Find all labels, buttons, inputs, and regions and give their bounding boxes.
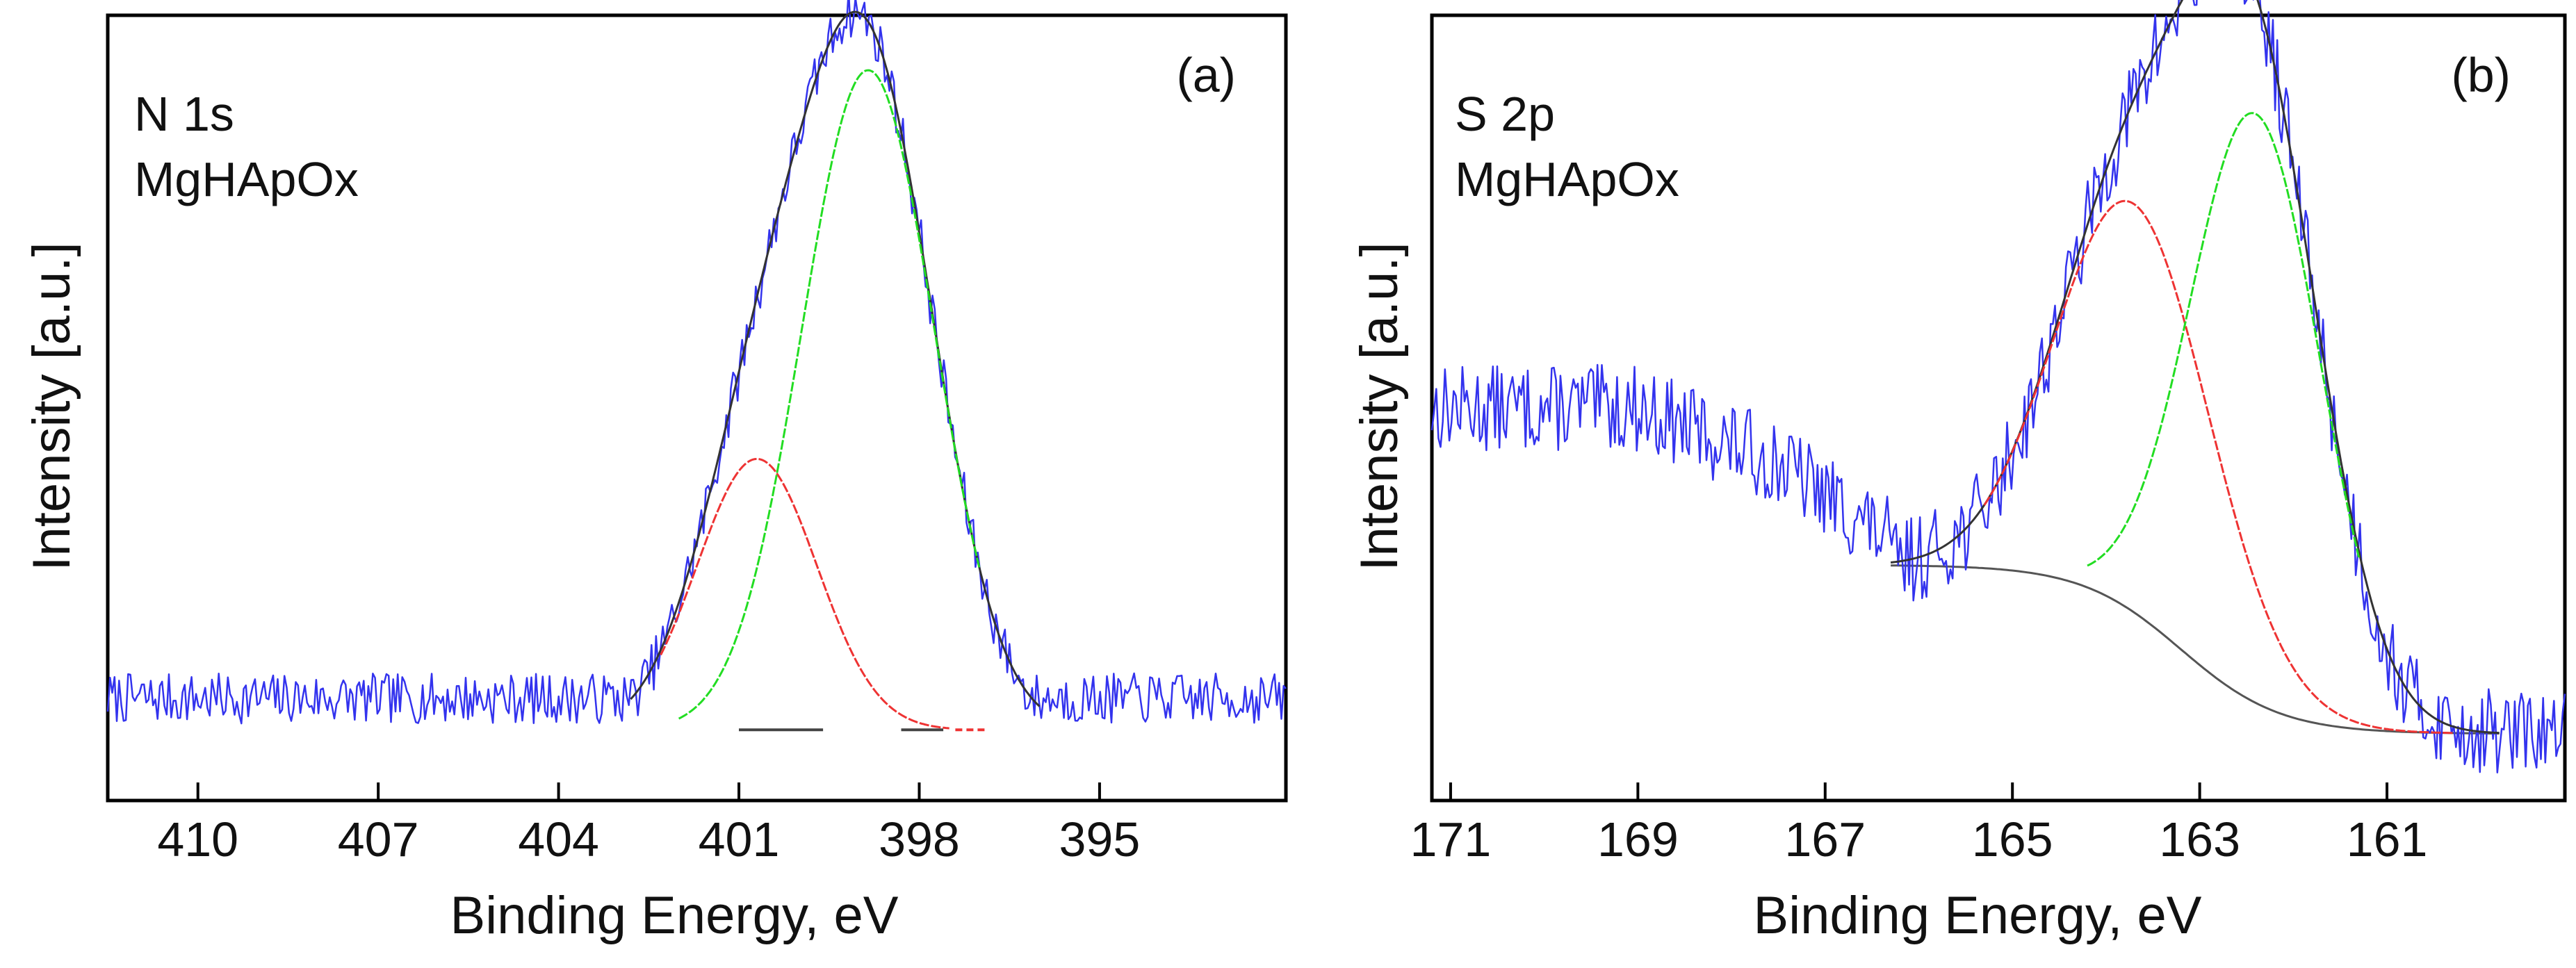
envelope-a (630, 10, 1041, 707)
x-tick-label-b-165: 165 (1972, 812, 2053, 867)
panel-b: 171 169 167 165 163 161 S 2p MgHApOx (b) Inte… (1350, 0, 2567, 945)
x-tick-label-b-161: 161 (2347, 812, 2428, 867)
plot-b-ticks: 171 169 167 165 163 161 (1410, 782, 2428, 867)
panel-a-title-line-1: N 1s (134, 87, 234, 141)
raw-data-b (1430, 0, 2566, 773)
panel-b-title-line-2: MgHApOx (1455, 152, 1679, 206)
x-tick-label-a-398: 398 (879, 812, 960, 867)
x-tick-label-b-163: 163 (2159, 812, 2240, 867)
panel-b-xlabel: Binding Energy, eV (1754, 886, 2202, 945)
x-tick-label-a-401: 401 (699, 812, 780, 867)
component-2-b (2087, 112, 2361, 567)
panel-b-label: (b) (2451, 48, 2511, 102)
x-tick-label-b-169: 169 (1597, 812, 1679, 867)
plot-a-series (106, 0, 1287, 732)
x-tick-label-a-410: 410 (157, 812, 238, 867)
plot-b-series (1430, 0, 2566, 773)
panel-a: 410 407 404 401 398 395 N 1s MgHApOx (a) Inte… (22, 0, 1288, 945)
panel-a-xlabel: Binding Energy, eV (450, 886, 899, 945)
panel-a-ylabel: Intensity [a.u.] (22, 242, 81, 571)
plot-frame-b (1430, 13, 2567, 803)
component-2-a (678, 69, 981, 720)
envelope-b (1890, 0, 2500, 735)
x-tick-label-a-395: 395 (1059, 812, 1141, 867)
x-tick-label-b-171: 171 (1410, 812, 1492, 867)
panel-a-title-line-2: MgHApOx (134, 152, 359, 206)
plot-a-ticks: 410 407 404 401 398 395 (157, 782, 1140, 867)
plot-frame-a (106, 13, 1288, 803)
panel-a-label: (a) (1176, 48, 1236, 102)
x-tick-label-a-404: 404 (518, 812, 599, 867)
component-1-a (660, 458, 949, 730)
panel-b-ylabel: Intensity [a.u.] (1350, 242, 1409, 571)
raw-data-a (106, 0, 1287, 725)
x-tick-label-b-167: 167 (1784, 812, 1866, 867)
component-1-b (1983, 199, 2453, 735)
panel-b-title-line-1: S 2p (1455, 87, 1555, 141)
x-tick-label-a-407: 407 (338, 812, 419, 867)
background-b (1891, 564, 2500, 735)
